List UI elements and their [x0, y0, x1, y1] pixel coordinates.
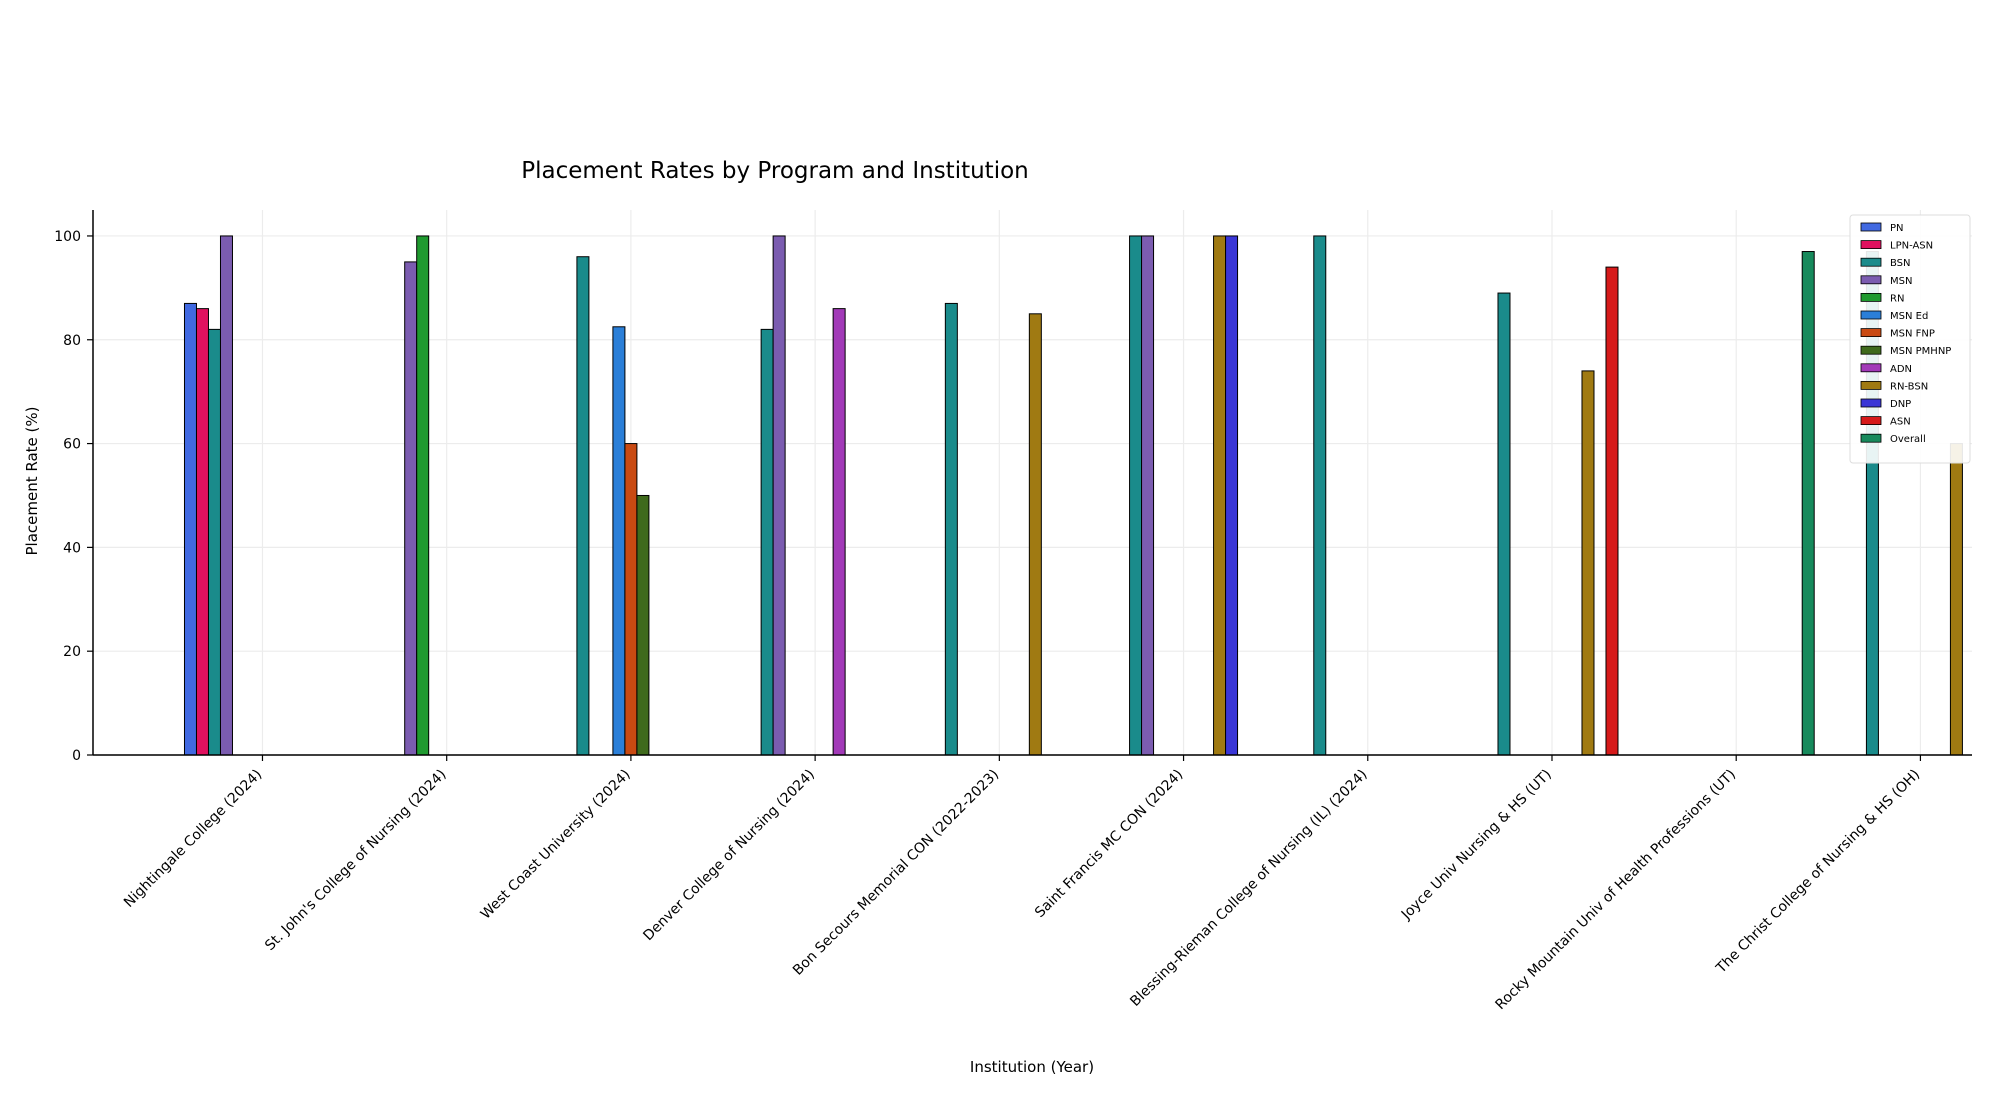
y-ticks: 0 20 40 60 80 100: [54, 229, 93, 764]
bar-msn: [1141, 235, 1155, 756]
chart-title: Placement Rates by Program and Instituti…: [521, 158, 1029, 184]
bar-bsn: [760, 328, 774, 756]
x-tick-label: Denver College of Nursing (2024): [640, 767, 818, 945]
legend-label: PN: [1890, 223, 1904, 234]
bar-overall: [1801, 251, 1815, 756]
legend-label: MSN PMHNP: [1890, 346, 1951, 357]
x-tick-label: St. John's College of Nursing (2024): [262, 767, 449, 954]
bar-pn: [183, 302, 197, 756]
axes: [92, 210, 1972, 756]
bar-msn: [219, 235, 233, 756]
x-tick-label: The Christ College of Nursing & HS (OH): [1713, 767, 1924, 978]
bars: [183, 235, 1963, 756]
bar-bsn: [207, 328, 221, 756]
bar-rn-bsn: [1028, 313, 1042, 756]
legend-swatch: [1860, 310, 1882, 320]
bar-msn-pmhnp: [636, 494, 650, 756]
x-tick-label: West Coast University (2024): [478, 767, 634, 923]
y-tick-label: 60: [63, 437, 81, 453]
bar-rn-bsn: [1213, 235, 1227, 756]
bar-lpn-asn: [195, 308, 209, 756]
legend-swatch: [1860, 275, 1882, 285]
bar-bsn: [944, 302, 958, 756]
legend-swatch: [1860, 257, 1882, 267]
bar-rn-bsn: [1581, 370, 1595, 756]
bar-msn: [772, 235, 786, 756]
y-tick-label: 20: [63, 644, 81, 660]
x-tick-label: Joyce Univ Nursing & HS (UT): [1398, 767, 1555, 924]
y-axis-label: Placement Rate (%): [23, 407, 41, 556]
legend-swatch: [1860, 292, 1882, 302]
legend: PN LPN-ASN BSN MSN RN MSN Ed MSN FNP MSN PMHNP A…: [1849, 214, 1971, 464]
legend-label: MSN Ed: [1890, 311, 1928, 322]
legend-label: DNP: [1890, 399, 1911, 410]
legend-label: RN: [1890, 293, 1904, 304]
bar-bsn: [576, 256, 590, 756]
legend-label: BSN: [1890, 258, 1911, 269]
legend-swatch: [1860, 380, 1882, 390]
legend-label: RN-BSN: [1890, 381, 1928, 392]
legend-label: LPN-ASN: [1890, 241, 1933, 252]
bar-adn: [832, 308, 846, 756]
bar-bsn: [1129, 235, 1143, 756]
bar-bsn: [1313, 235, 1327, 756]
legend-label: MSN: [1890, 276, 1912, 287]
legend-swatch: [1860, 416, 1882, 426]
legend-label: MSN FNP: [1890, 329, 1935, 340]
bar-msn-ed: [612, 326, 626, 756]
bar-asn: [1605, 266, 1619, 756]
bar-msn-fnp: [624, 443, 638, 756]
y-tick-label: 40: [63, 540, 81, 556]
legend-swatch: [1860, 328, 1882, 338]
legend-label: ASN: [1890, 417, 1911, 428]
bar-dnp: [1225, 235, 1239, 756]
legend-swatch: [1860, 398, 1882, 408]
bar-msn: [404, 261, 418, 756]
legend-swatch: [1860, 363, 1882, 373]
legend-swatch: [1860, 433, 1882, 443]
legend-swatch: [1860, 240, 1882, 250]
x-tick-label: Bon Secours Memorial CON (2022-2023): [790, 767, 1002, 979]
bar-rn-bsn: [1949, 443, 1963, 756]
bar-rn: [416, 235, 430, 756]
legend-swatch: [1860, 345, 1882, 355]
legend-label: Overall: [1890, 434, 1926, 445]
legend-swatch: [1860, 222, 1882, 232]
y-tick-label: 0: [72, 748, 81, 764]
bar-bsn: [1497, 292, 1511, 756]
x-ticks: Nightingale College (2024)St. John's Col…: [121, 755, 1923, 1013]
x-tick-label: Blessing-Rieman College of Nursing (IL) …: [1127, 767, 1370, 1010]
y-tick-label: 80: [63, 333, 81, 349]
legend-label: ADN: [1890, 364, 1912, 375]
x-axis-label: Institution (Year): [970, 1058, 1094, 1076]
y-tick-label: 100: [54, 229, 81, 245]
x-tick-label: Rocky Mountain Univ of Health Profession…: [1493, 767, 1740, 1014]
x-tick-label: Saint Francis MC CON (2024): [1032, 767, 1186, 921]
x-tick-label: Nightingale College (2024): [121, 767, 265, 911]
